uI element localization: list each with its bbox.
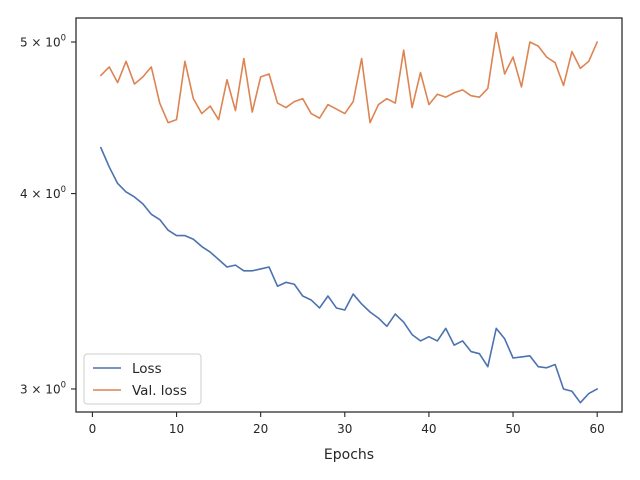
axes-layer: 0 10 20 30 40 50 60 3 × 100 4 × 100 5 × 100	[20, 34, 605, 436]
plot-area	[76, 18, 622, 412]
y-tick-label: 3 × 100	[20, 380, 66, 396]
x-tick-label: 30	[337, 422, 352, 436]
legend-box	[83, 353, 202, 405]
series-line-val-loss	[100, 31, 598, 124]
y-tick-label: 4 × 100	[20, 185, 66, 201]
y-tick-label: 5 × 100	[20, 34, 66, 50]
x-tick-label: 50	[505, 422, 520, 436]
series-layer	[100, 31, 598, 404]
legend-label: Loss	[132, 361, 162, 377]
x-axis-label: Epochs	[324, 447, 374, 463]
legend: Loss Val. loss	[83, 353, 202, 405]
plot-frame	[75, 17, 623, 413]
x-tick-label: 10	[169, 422, 184, 436]
x-tick-label: 60	[590, 422, 605, 436]
x-tick-label: 0	[89, 422, 97, 436]
x-tick-label: 20	[253, 422, 268, 436]
x-tick-label: 40	[421, 422, 436, 436]
series-line-loss	[100, 146, 598, 404]
legend-label: Val. loss	[132, 383, 187, 399]
